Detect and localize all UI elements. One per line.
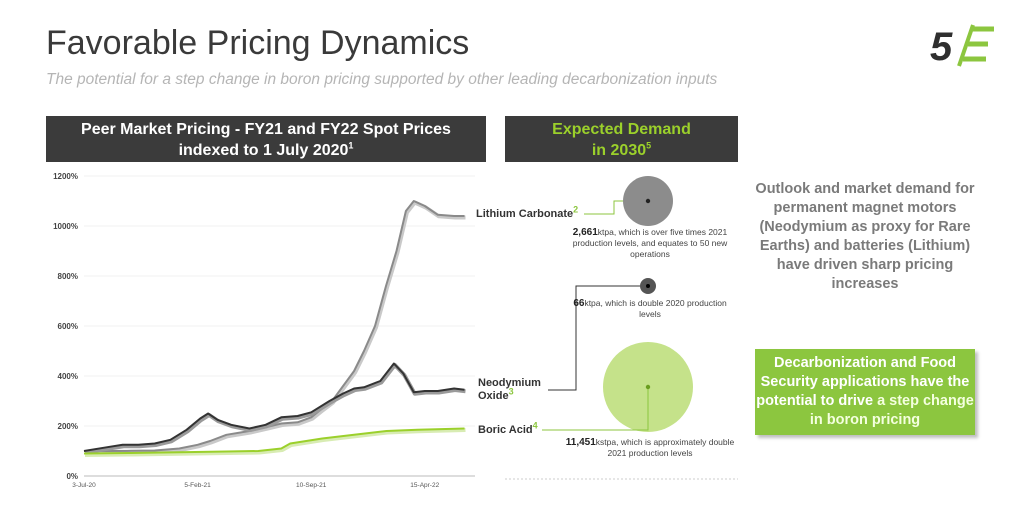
y-tick-label: 400% <box>58 372 78 381</box>
x-tick-label: 3-Jul-20 <box>72 482 96 489</box>
x-tick-label: 5-Feb-21 <box>184 482 211 489</box>
x-tick-label: 10-Sep-21 <box>296 482 327 489</box>
demand-header: Expected Demand in 20305 <box>505 116 738 162</box>
demand-text-lithium: 2,661ktpa, which is over five times 2021… <box>572 227 728 259</box>
series-line-neodymium <box>83 362 465 452</box>
boron-callout: Decarbonization and Food Security applic… <box>755 349 975 435</box>
demand-header-line1: Expected Demand <box>552 121 691 138</box>
company-logo: 5 <box>930 24 994 68</box>
y-tick-label: 600% <box>58 322 78 331</box>
legend-label-lithium: Lithium Carbonate2 <box>476 204 579 220</box>
series-line-boric-shadow <box>84 428 466 457</box>
bubble-lithium-dot <box>645 198 651 204</box>
demand-text-boric: 11,451kstpa, which is approximately doub… <box>565 437 735 458</box>
bubble-boric-dot <box>645 384 651 390</box>
connector-boric <box>542 387 649 431</box>
y-tick-label: 0% <box>66 472 78 481</box>
demand-header-line2: in 20305 <box>591 140 652 159</box>
y-tick-label: 1000% <box>53 222 78 231</box>
page-title: Favorable Pricing Dynamics <box>46 24 470 62</box>
connector-neodymium <box>548 285 648 391</box>
y-tick-label: 800% <box>58 272 78 281</box>
bubble-neodymium-dot <box>646 284 650 288</box>
legend-label-boric: Boric Acid4 <box>478 420 538 436</box>
chart-header: Peer Market Pricing - FY21 and FY22 Spot… <box>46 116 486 162</box>
outlook-text: Outlook and market demand for permanent … <box>755 181 975 292</box>
y-tick-label: 200% <box>58 422 78 431</box>
y-tick-label: 1200% <box>53 172 78 181</box>
page-subtitle: The potential for a step change in boron… <box>46 71 718 88</box>
svg-text:5: 5 <box>930 25 953 68</box>
series-line-lithium-shadow <box>85 200 466 455</box>
chart-header-line2: indexed to 1 July 20201 <box>178 140 354 159</box>
legend-label-neodymium: Neodymium Oxide3 <box>478 377 541 402</box>
chart-header-line1: Peer Market Pricing - FY21 and FY22 Spot… <box>81 121 451 138</box>
demand-text-neodymium: 66ktpa, which is double 2020 production … <box>573 298 727 319</box>
x-tick-label: 15-Apr-22 <box>410 482 439 489</box>
series-line-neodymium-shadow <box>84 363 466 455</box>
series-line-boric <box>83 427 465 455</box>
